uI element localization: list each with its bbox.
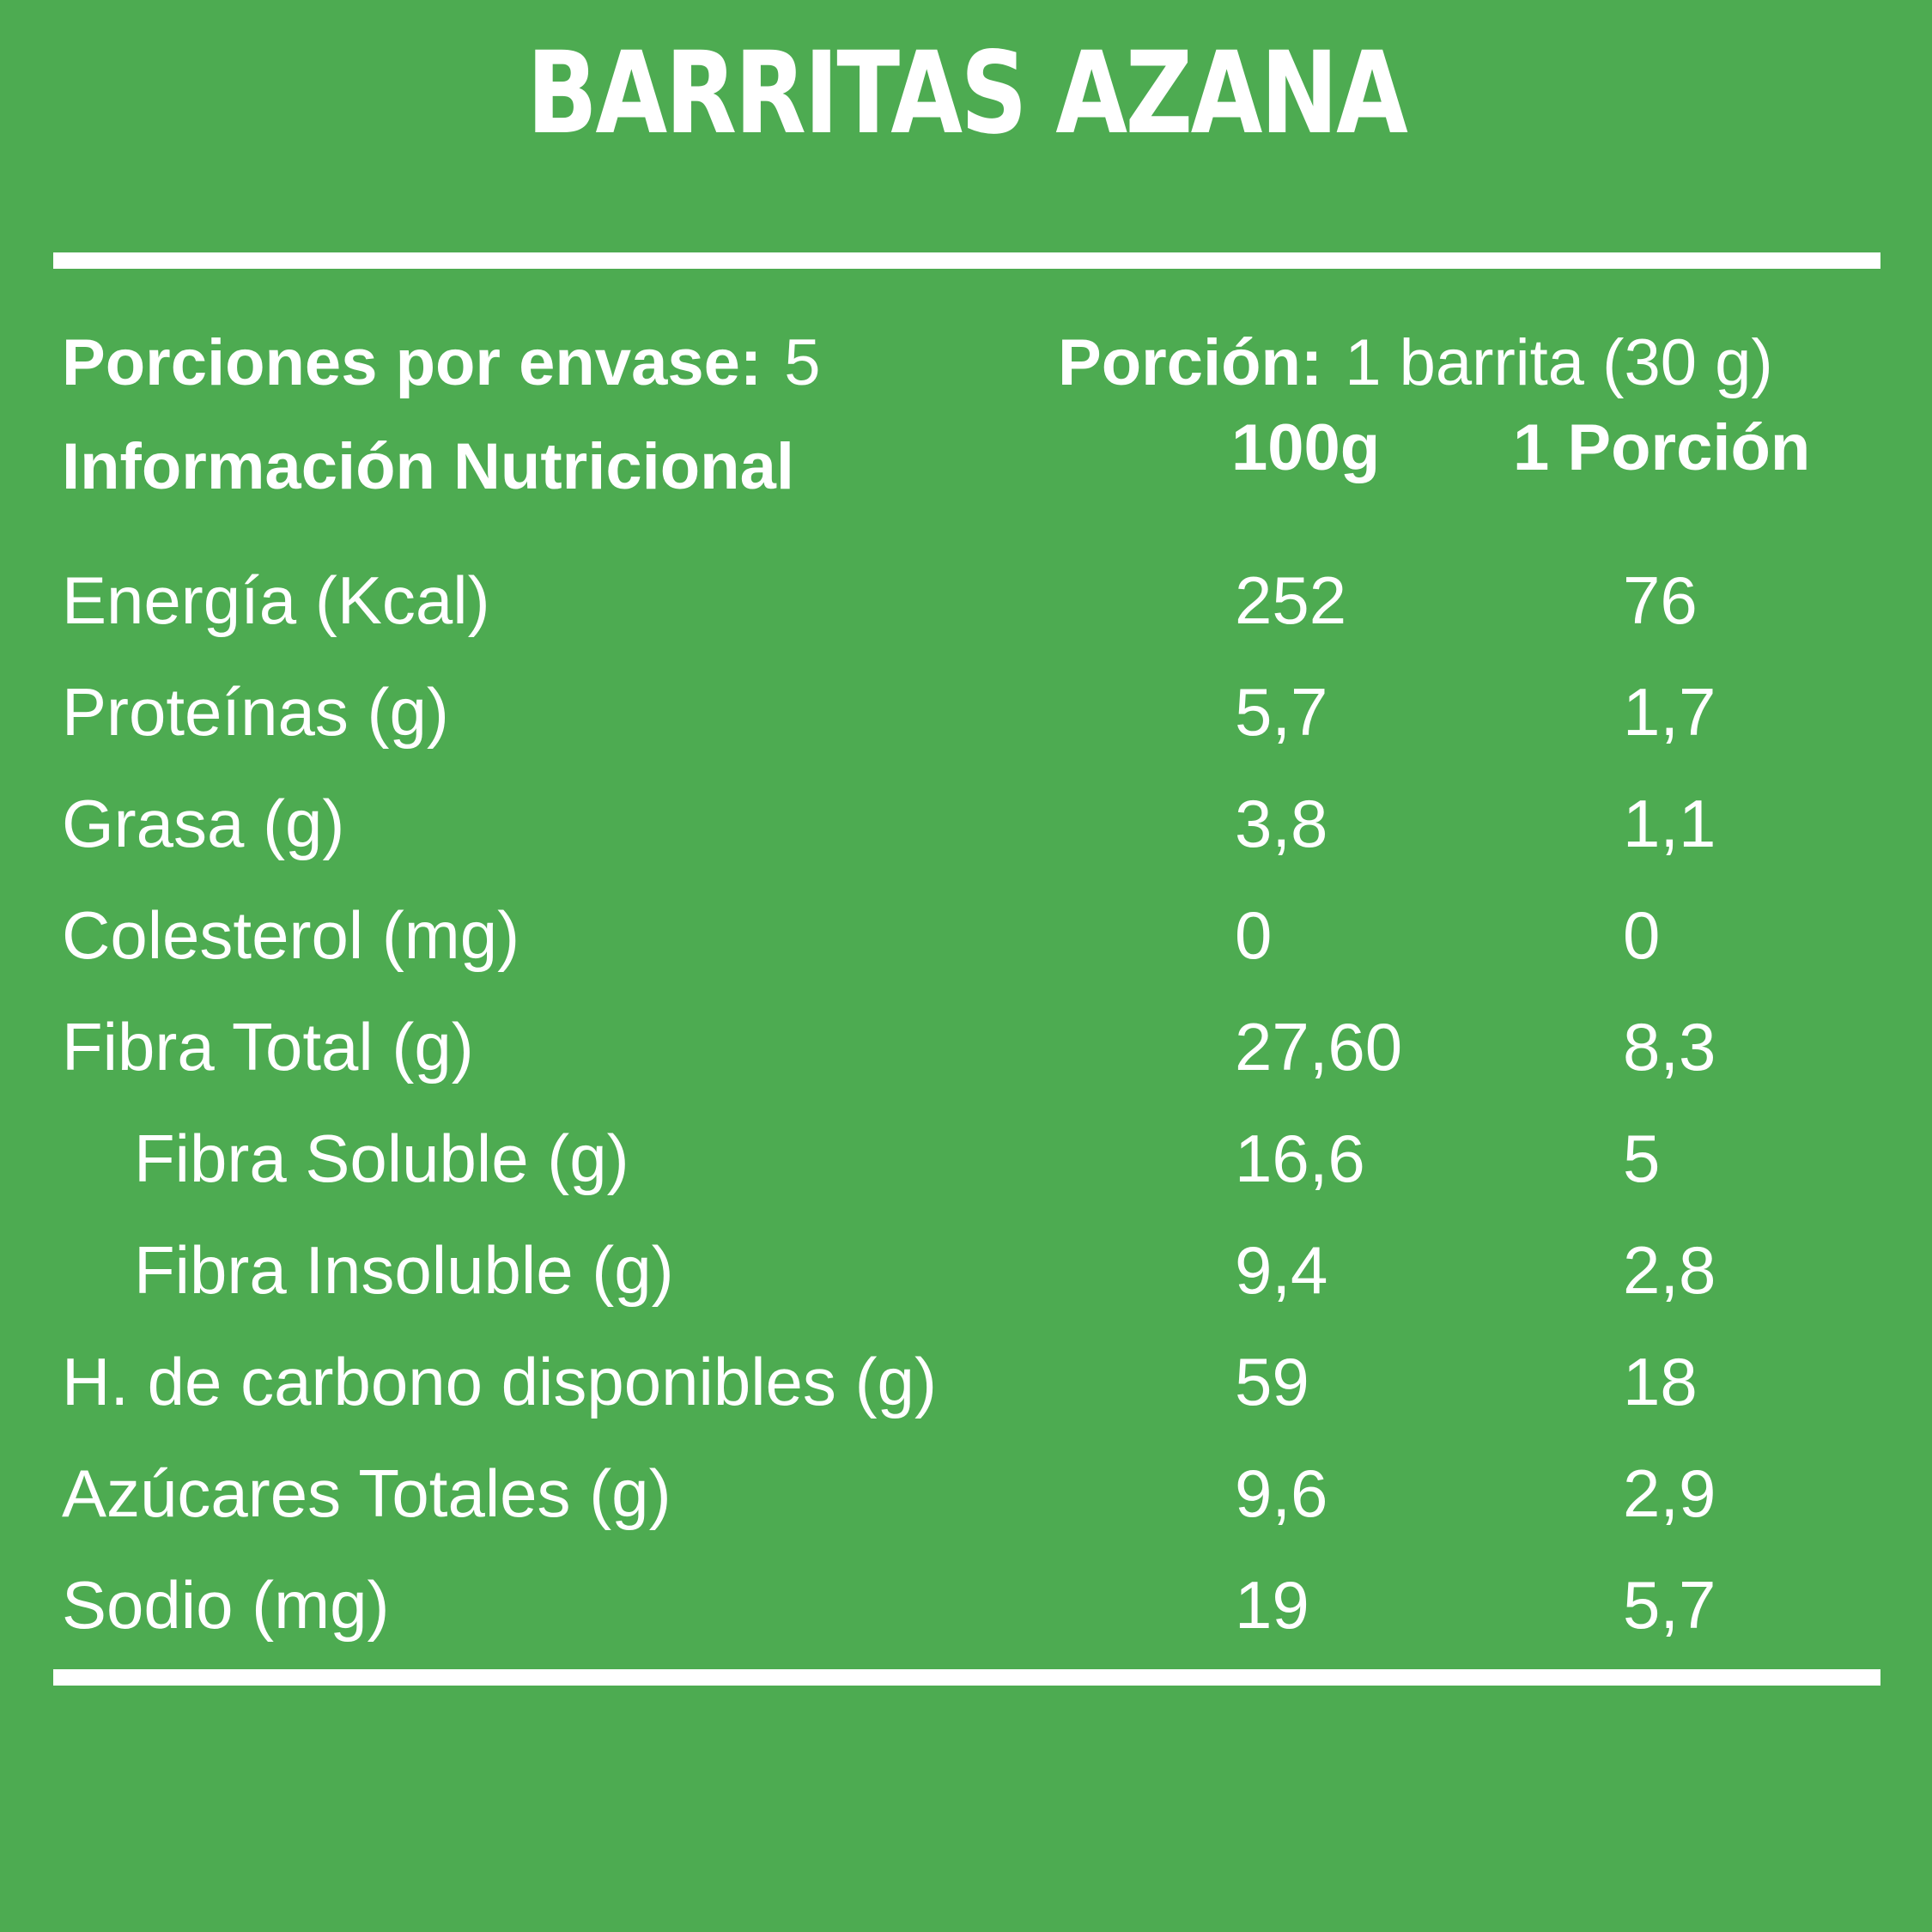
row-value-100g: 16,6 [1235, 1120, 1365, 1196]
row-value-100g: 5,7 [1235, 673, 1328, 750]
row-label: Sodio (mg) [62, 1566, 390, 1643]
row-value-100g: 19 [1235, 1566, 1309, 1643]
row-value-100g: 3,8 [1235, 785, 1328, 861]
portion-size-value: 1 barrita (30 g) [1345, 326, 1773, 399]
row-value-100g: 9,6 [1235, 1455, 1328, 1531]
row-value-portion: 1,1 [1623, 785, 1716, 861]
portion-size: Porción: 1 barrita (30 g) [1058, 316, 1773, 410]
row-value-100g: 59 [1235, 1343, 1309, 1419]
serving-info-row: Porciones por envase: 5 Porción: 1 barrita… [62, 316, 1898, 410]
column-header-portion: 1 Porción [1513, 411, 1811, 484]
row-value-portion: 18 [1623, 1343, 1698, 1419]
row-value-portion: 1,7 [1623, 673, 1716, 750]
row-label: Proteínas (g) [62, 673, 449, 750]
table-row: Azúcares Totales (g) 9,6 2,9 [62, 1437, 1879, 1549]
row-label: Azúcares Totales (g) [62, 1455, 671, 1531]
table-row: Sodio (mg) 19 5,7 [62, 1549, 1879, 1661]
table-row: Colesterol (mg) 0 0 [62, 879, 1879, 991]
row-label: Energía (Kcal) [62, 562, 490, 638]
table-row: Fibra Total (g) 27,60 8,3 [62, 991, 1879, 1103]
row-value-100g: 0 [1235, 896, 1273, 973]
product-title: BARRITAS AZANA [526, 27, 1407, 160]
row-value-portion: 8,3 [1623, 1008, 1716, 1084]
row-label: H. de carbono disponibles (g) [62, 1343, 937, 1419]
table-row: Energía (Kcal) 252 76 [62, 544, 1879, 656]
row-label: Fibra Total (g) [62, 1008, 474, 1084]
row-value-portion: 0 [1623, 896, 1661, 973]
table-title: Información Nutricional [62, 430, 794, 503]
row-label: Grasa (g) [62, 785, 345, 861]
row-label: Colesterol (mg) [62, 896, 520, 973]
row-value-portion: 2,9 [1623, 1455, 1716, 1531]
row-value-portion: 76 [1623, 562, 1698, 638]
servings-per-package: Porciones por envase: 5 [62, 316, 820, 410]
table-row: H. de carbono disponibles (g) 59 18 [62, 1326, 1879, 1437]
table-row: Grasa (g) 3,8 1,1 [62, 768, 1879, 879]
row-value-100g: 252 [1235, 562, 1347, 638]
table-row: Fibra Insoluble (g) 9,4 2,8 [62, 1214, 1879, 1326]
row-label: Fibra Soluble (g) [134, 1120, 629, 1196]
table-row: Fibra Soluble (g) 16,6 5 [62, 1103, 1879, 1214]
servings-per-package-value: 5 [784, 326, 821, 399]
row-value-portion: 2,8 [1623, 1231, 1716, 1308]
servings-per-package-label: Porciones por envase: [62, 326, 762, 399]
column-header-100g: 100g [1231, 411, 1381, 484]
row-value-100g: 27,60 [1235, 1008, 1403, 1084]
portion-size-label: Porción: [1058, 326, 1323, 399]
table-row: Proteínas (g) 5,7 1,7 [62, 656, 1879, 768]
row-value-100g: 9,4 [1235, 1231, 1328, 1308]
row-value-portion: 5 [1623, 1120, 1661, 1196]
title-wrap: BARRITAS AZANA [0, 34, 1932, 154]
nutrition-rows: Energía (Kcal) 252 76 Proteínas (g) 5,7 … [62, 544, 1879, 1661]
row-value-portion: 5,7 [1623, 1566, 1716, 1643]
row-label: Fibra Insoluble (g) [134, 1231, 674, 1308]
bottom-divider [53, 1669, 1880, 1686]
top-divider [53, 252, 1880, 269]
